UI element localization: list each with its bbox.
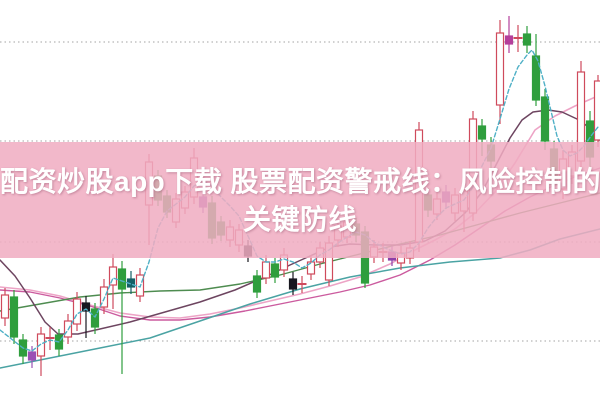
- candle-body-mark: [288, 278, 298, 290]
- candle-body-bull: [36, 333, 46, 357]
- candle-body-bull: [495, 32, 505, 106]
- candle-body-bull: [306, 261, 316, 275]
- candle-body-bear: [531, 55, 541, 101]
- candle-body-mark: [81, 302, 91, 312]
- candle-body-bear: [522, 33, 532, 46]
- candle-body-bull: [99, 286, 109, 308]
- candle-body-bear: [9, 296, 19, 338]
- candle-body-mark: [504, 35, 514, 45]
- headline-line2: 关键防线: [242, 204, 357, 235]
- candle-body-bear: [540, 96, 550, 142]
- candle-body-bear: [117, 268, 127, 290]
- candle-body-bull: [261, 261, 271, 279]
- candle-body-bull: [0, 294, 10, 319]
- candle-body-mark: [27, 351, 37, 361]
- candle-body-bear: [477, 125, 487, 140]
- ma-cyan-fast: [0, 49, 599, 352]
- candle-body-bear: [252, 275, 262, 293]
- candle-body-bull: [108, 266, 118, 286]
- candle-body-bear: [90, 308, 100, 328]
- headline-banner: 配资炒股app下载 股票配资警戒线：风险控制的 关键防线: [0, 142, 600, 258]
- candle-body-bull: [593, 80, 600, 141]
- candle-body-bear: [270, 263, 280, 278]
- candle-body-bull: [72, 298, 82, 325]
- headline-line1: 配资炒股app下载 股票配资警戒线：风险控制的: [0, 166, 600, 197]
